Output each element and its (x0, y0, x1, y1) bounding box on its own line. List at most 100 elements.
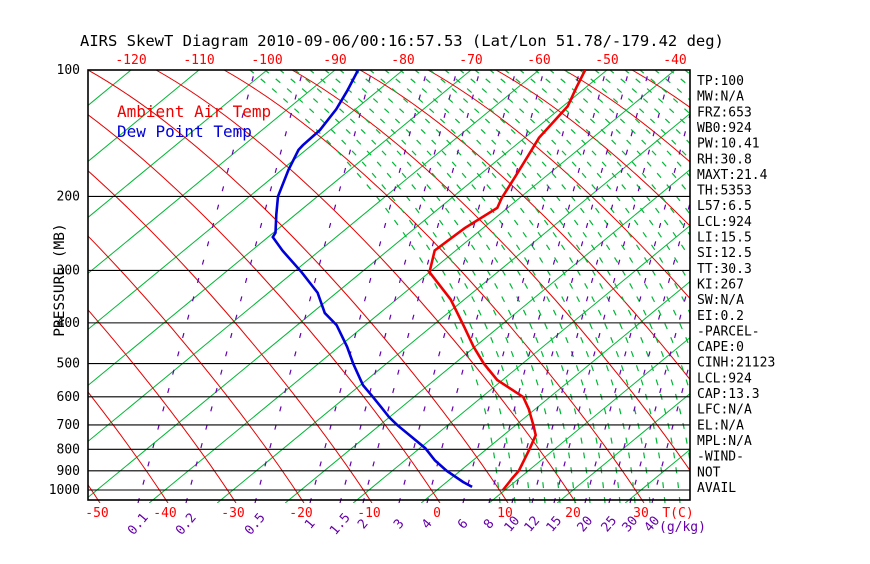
mixing-ratio-line (309, 70, 428, 503)
dry-adiabat-line (88, 309, 237, 503)
stat-line: TP:100 (697, 74, 744, 89)
isotherm-line (420, 281, 690, 503)
stat-line: CINH:21123 (697, 356, 775, 371)
moist-adiabat-line (414, 70, 666, 503)
pressure-tick-label: 500 (57, 357, 80, 372)
moist-adiabat-line (549, 70, 690, 216)
stat-line: RH:30.8 (697, 152, 752, 167)
temperature-tick-label: -30 (221, 506, 244, 521)
moist-adiabat-line (489, 70, 690, 315)
moist-adiabat-line (399, 70, 651, 503)
moist-adiabat-line (309, 70, 561, 503)
y-axis-title: PRESSURE (MB) (52, 223, 68, 337)
moist-adiabat-line (294, 70, 546, 503)
stat-line: SW:N/A (697, 293, 744, 308)
moist-adiabat-line (564, 70, 690, 196)
sounding-traces (271, 70, 587, 491)
stat-line: WB0:924 (697, 121, 752, 136)
stat-line: LI:15.5 (697, 231, 752, 246)
moist-adiabat-line (775, 70, 870, 503)
dry-adiabat-lines (88, 70, 870, 503)
isotherm-line (88, 70, 404, 331)
stat-line: FRZ:653 (697, 105, 752, 120)
isotherm-line (556, 393, 690, 503)
mixing-ratio-tick-label: 15 (544, 514, 566, 536)
isotherm-line (284, 169, 690, 503)
pressure-tick-label: 600 (57, 390, 80, 405)
stat-line: LCL:924 (697, 215, 752, 230)
mixing-ratio-tick-label: 6 (455, 517, 472, 533)
stat-line: -PARCEL- (697, 324, 760, 339)
moist-adiabat-line (279, 70, 531, 503)
moist-adiabat-line (850, 70, 870, 503)
plot-border (87, 69, 691, 501)
moist-adiabat-line (459, 70, 690, 395)
isotherm-line (488, 337, 690, 503)
moist-adiabat-line (579, 70, 690, 178)
pressure-tick-label: 400 (57, 316, 80, 331)
moist-adiabat-line (534, 70, 690, 237)
temperature-tick-label: -20 (289, 506, 312, 521)
top-axis-tick-labels: -120 -110 -100 -90 -80 -70 -60 -50 -40 (115, 53, 686, 68)
isotherm-lines (88, 70, 690, 503)
dewpoint-trace (271, 70, 473, 489)
stat-line: PW:10.41 (697, 137, 760, 152)
moist-adiabat-line (264, 70, 516, 503)
moist-adiabat-line (820, 70, 870, 503)
pressure-tick-label: 300 (57, 263, 80, 278)
mixing-ratio-tick-label: 12 (522, 514, 544, 536)
stat-line: LCL:924 (697, 371, 752, 386)
temperature-tick-label: 0 (433, 506, 441, 521)
moist-adiabat-line (249, 70, 501, 503)
stat-line: AVAIL (697, 481, 736, 496)
stat-line: SI:12.5 (697, 246, 752, 261)
moist-adiabat-lines (249, 70, 870, 503)
dry-adiabat-line (359, 70, 690, 381)
moist-adiabat-line (429, 70, 681, 503)
mixing-ratio-tick-label: 0.2 (173, 511, 200, 539)
isotherm-line (88, 70, 608, 499)
top-axis-tick-label: -70 (459, 53, 482, 68)
moist-adiabat-line (354, 70, 606, 503)
dry-adiabat-line (88, 391, 169, 503)
legend-dew-point-temp: Dew Point Temp (117, 122, 252, 141)
moist-adiabat-line (519, 70, 690, 260)
pressure-tick-label: 900 (57, 464, 80, 479)
pressure-tick-label: 100 (57, 63, 80, 78)
pressure-tick-labels: 100 200 300 400 500 600 700 800 900 1000 (49, 63, 80, 498)
top-axis-tick-label: -40 (663, 53, 686, 68)
moist-adiabat-line (745, 70, 870, 503)
dry-adiabat-line (768, 70, 870, 503)
dry-adiabat-line (88, 170, 373, 503)
moist-adiabat-line (835, 70, 870, 503)
dry-adiabat-line (563, 70, 690, 163)
moist-adiabat-line (654, 70, 690, 102)
pressure-tick-label: 800 (57, 442, 80, 457)
stat-line: MPL:N/A (697, 434, 752, 449)
dry-adiabat-line (223, 70, 645, 503)
sounding-indices-panel: TP:100MW:N/AFRZ:653WB0:924PW:10.41RH:30.… (697, 74, 775, 496)
isotherm-line (88, 70, 336, 275)
mixing-ratio-line (398, 70, 517, 503)
moist-adiabat-line (474, 70, 690, 350)
dry-adiabat-line (88, 235, 305, 503)
moist-adiabat-line (790, 70, 870, 503)
pressure-tick-label: 1000 (49, 483, 80, 498)
mixing-ratio-tick-label: 25 (599, 514, 621, 536)
stat-line: CAPE:0 (697, 340, 744, 355)
background-lines (88, 70, 870, 503)
top-axis-tick-label: -60 (527, 53, 550, 68)
temperature-tick-label: 30 (633, 506, 649, 521)
moist-adiabat-line (760, 70, 870, 503)
dry-adiabat-line (88, 484, 101, 503)
moist-adiabat-line (504, 70, 690, 286)
stat-line: MW:N/A (697, 90, 744, 105)
stat-line: L57:6.5 (697, 199, 752, 214)
top-axis-tick-label: -110 (183, 53, 214, 68)
dry-adiabat-line (88, 70, 509, 503)
dry-adiabat-line (155, 70, 577, 503)
isotherm-line (88, 70, 472, 387)
